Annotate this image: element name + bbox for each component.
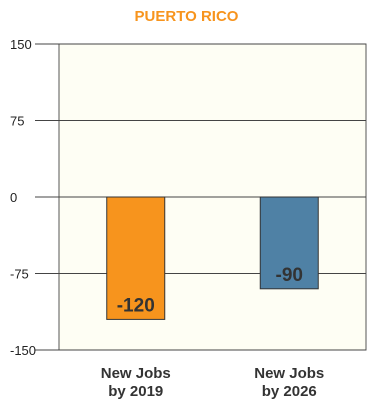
bar	[106, 196, 166, 320]
data-label: -120	[117, 295, 155, 316]
data-label: -90	[276, 265, 303, 286]
x-category-label: New Jobs	[101, 365, 171, 382]
y-tick-label: -75	[10, 267, 29, 282]
y-tick-label: 0	[10, 190, 17, 205]
y-tick-label: -150	[10, 343, 36, 358]
x-category-label: by 2026	[262, 383, 317, 400]
y-tick-label: 150	[10, 37, 32, 52]
bar	[259, 196, 319, 290]
y-tick-label: 75	[10, 114, 24, 129]
chart-title: PUERTO RICO	[134, 8, 239, 25]
x-category-label: New Jobs	[254, 365, 324, 382]
x-category-label: by 2019	[108, 383, 163, 400]
